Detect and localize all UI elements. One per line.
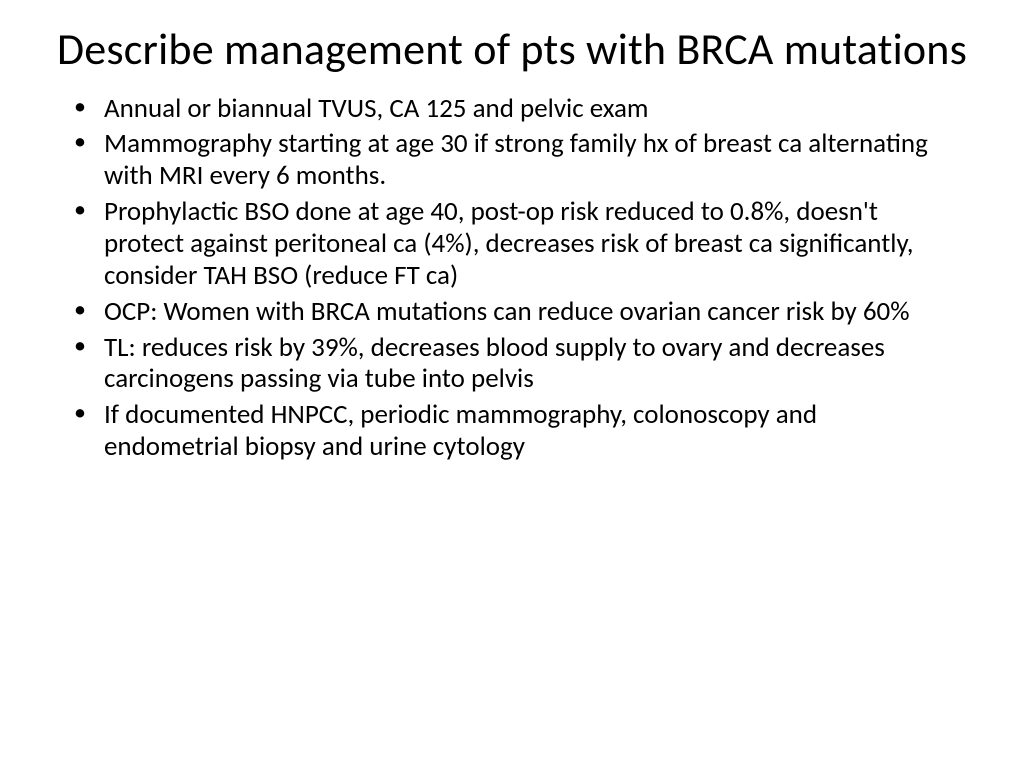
bullet-list: Annual or biannual TVUS, CA 125 and pelv… — [104, 93, 952, 463]
bullet-item: TL: reduces risk by 39%, decreases blood… — [104, 332, 952, 396]
slide-title: Describe management of pts with BRCA mut… — [48, 24, 976, 75]
bullet-item: Prophylactic BSO done at age 40, post-op… — [104, 196, 952, 292]
slide-body: Annual or biannual TVUS, CA 125 and pelv… — [48, 93, 976, 463]
bullet-item: Mammography starting at age 30 if strong… — [104, 128, 952, 192]
bullet-item: OCP: Women with BRCA mutations can reduc… — [104, 296, 952, 328]
bullet-item: If documented HNPCC, periodic mammograph… — [104, 399, 952, 463]
slide: Describe management of pts with BRCA mut… — [0, 0, 1024, 768]
bullet-item: Annual or biannual TVUS, CA 125 and pelv… — [104, 93, 952, 125]
